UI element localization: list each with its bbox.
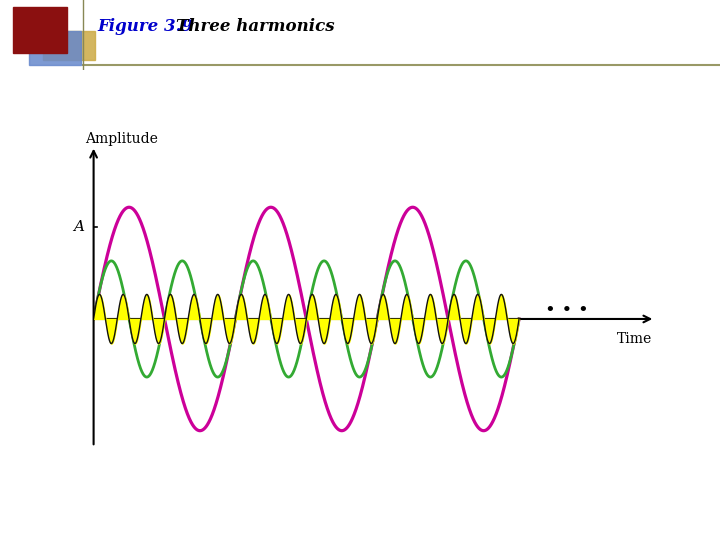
- Text: A: A: [73, 220, 84, 234]
- Bar: [43, 31, 95, 60]
- Text: • • •: • • •: [544, 301, 588, 319]
- Text: Figure 3.9: Figure 3.9: [97, 18, 193, 35]
- Bar: [13, 7, 67, 52]
- Text: Time: Time: [617, 333, 652, 346]
- Bar: [29, 31, 81, 65]
- Text: Three harmonics: Three harmonics: [176, 18, 335, 35]
- Text: Amplitude: Amplitude: [85, 132, 158, 146]
